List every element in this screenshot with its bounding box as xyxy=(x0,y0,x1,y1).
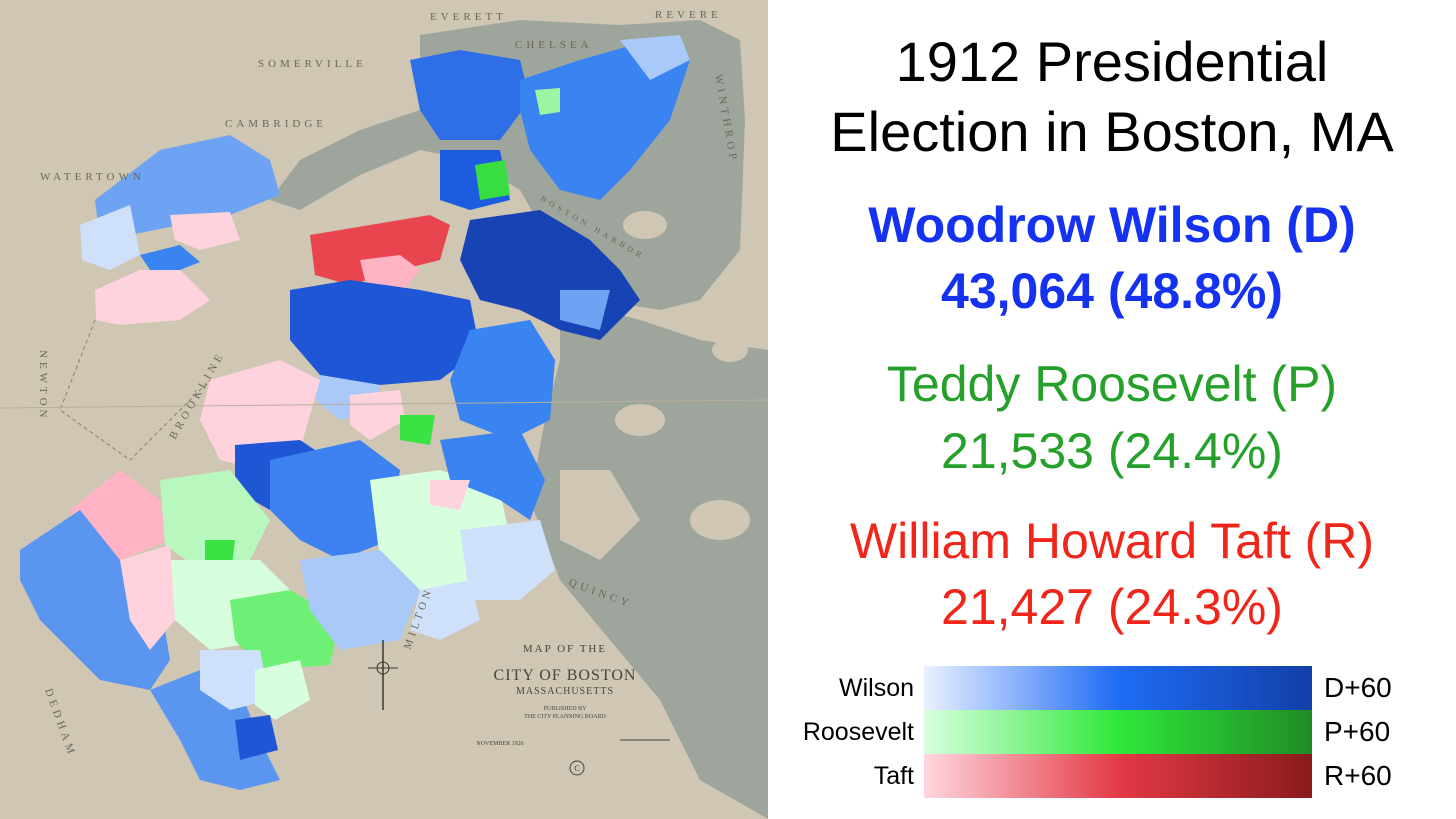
taft-result: 21,427 (24.3%) xyxy=(941,579,1283,635)
district-mattapan-light xyxy=(410,580,480,640)
page-title-line1: 1912 Presidential xyxy=(895,30,1329,93)
district-back-bay xyxy=(310,215,450,285)
district-hyde-park-green xyxy=(255,660,310,720)
label-chelsea: CHELSEA xyxy=(515,39,593,51)
label-cambridge: CAMBRIDGE xyxy=(225,118,327,130)
district-west-large xyxy=(20,510,170,690)
district-hyde-park-dark xyxy=(235,715,278,760)
legend-bar-taft xyxy=(924,754,1312,798)
district-north-end-green xyxy=(475,160,510,200)
legend-row-roosevelt: Roosevelt P+60 xyxy=(768,710,1456,754)
district-hyde-park-blue xyxy=(300,550,420,650)
legend-row-taft: Taft R+60 xyxy=(768,754,1456,798)
district-roxbury-green xyxy=(400,415,435,445)
district-dorchester-pink xyxy=(430,480,470,510)
results-panel: 1912 Presidential Election in Boston, MA… xyxy=(768,0,1456,819)
map-svg: EVERETT REVERE CHELSEA SOMERVILLE CAMBRI… xyxy=(0,9,768,819)
island xyxy=(623,211,667,239)
island xyxy=(712,338,748,362)
district-jp-blue xyxy=(270,440,400,560)
district-dorchester-north xyxy=(450,320,555,440)
fold-line xyxy=(0,399,768,409)
precinct-map: EVERETT REVERE CHELSEA SOMERVILLE CAMBRI… xyxy=(0,0,768,819)
cartouche-date: NOVEMBER 1926 xyxy=(476,741,523,747)
cartouche-line3: MASSACHUSETTS xyxy=(516,686,614,697)
compass-rose-icon xyxy=(368,640,398,710)
district-west-roxbury-green-dark xyxy=(205,540,235,565)
district-dorchester-blue xyxy=(440,430,545,520)
legend-max-taft: R+60 xyxy=(1324,760,1392,791)
district-west-pink xyxy=(120,545,175,650)
cartouche-line2: CITY OF BOSTON xyxy=(494,667,637,684)
district-west-roxbury-green xyxy=(160,470,270,570)
district-south-boston-light xyxy=(560,290,610,330)
district-allston-pink xyxy=(95,270,210,325)
roosevelt-name: Teddy Roosevelt (P) xyxy=(886,356,1338,412)
district-east-boston xyxy=(520,40,690,200)
legend-bar-roosevelt xyxy=(924,710,1312,754)
district-brighton xyxy=(95,135,280,240)
legend-label-wilson: Wilson xyxy=(838,674,914,702)
page-title-line2: Election in Boston, MA xyxy=(830,100,1394,163)
district-allston-pink2 xyxy=(170,212,240,250)
label-watertown: WATERTOWN xyxy=(40,171,145,183)
cartouche-line4: PUBLISHED BY xyxy=(544,706,588,712)
cartouche-line1: MAP OF THE xyxy=(523,643,607,655)
label-everett: EVERETT xyxy=(430,11,507,23)
roosevelt-result: 21,533 (24.4%) xyxy=(941,423,1283,479)
district-hyde-park-light xyxy=(200,650,270,710)
label-somerville: SOMERVILLE xyxy=(258,58,367,70)
label-newton: NEWTON xyxy=(37,350,49,421)
taft-name: William Howard Taft (R) xyxy=(849,513,1375,569)
island xyxy=(690,500,750,540)
boundary-line xyxy=(59,319,211,461)
legend-row-wilson: Wilson D+60 xyxy=(768,666,1456,710)
outer-harbor-water xyxy=(530,300,768,819)
legend-max-wilson: D+60 xyxy=(1324,672,1392,703)
district-charlestown xyxy=(410,50,530,140)
district-allston-blue xyxy=(140,245,200,270)
copyright-icon: C xyxy=(569,760,585,776)
district-hyde-park xyxy=(150,670,280,790)
district-dorchester-southeast xyxy=(460,520,555,600)
island xyxy=(560,470,640,560)
district-brighton-light xyxy=(80,205,140,270)
wilson-result: 43,064 (48.8%) xyxy=(941,263,1283,319)
legend-label-taft: Taft xyxy=(873,762,914,790)
district-roxbury-pink xyxy=(350,390,405,440)
legend-bar-wilson xyxy=(924,666,1312,710)
island xyxy=(615,404,665,436)
svg-text:C: C xyxy=(574,764,579,773)
cartouche-line5: THE CITY PLANNING BOARD xyxy=(524,714,606,720)
legend-label-roosevelt: Roosevelt xyxy=(802,718,914,746)
wilson-name: Woodrow Wilson (D) xyxy=(868,197,1356,253)
district-roxbury xyxy=(290,280,480,385)
district-east-boston-light xyxy=(620,35,690,80)
label-revere: REVERE xyxy=(655,9,722,21)
district-green-spot xyxy=(535,88,560,115)
legend-max-roosevelt: P+60 xyxy=(1324,716,1391,747)
